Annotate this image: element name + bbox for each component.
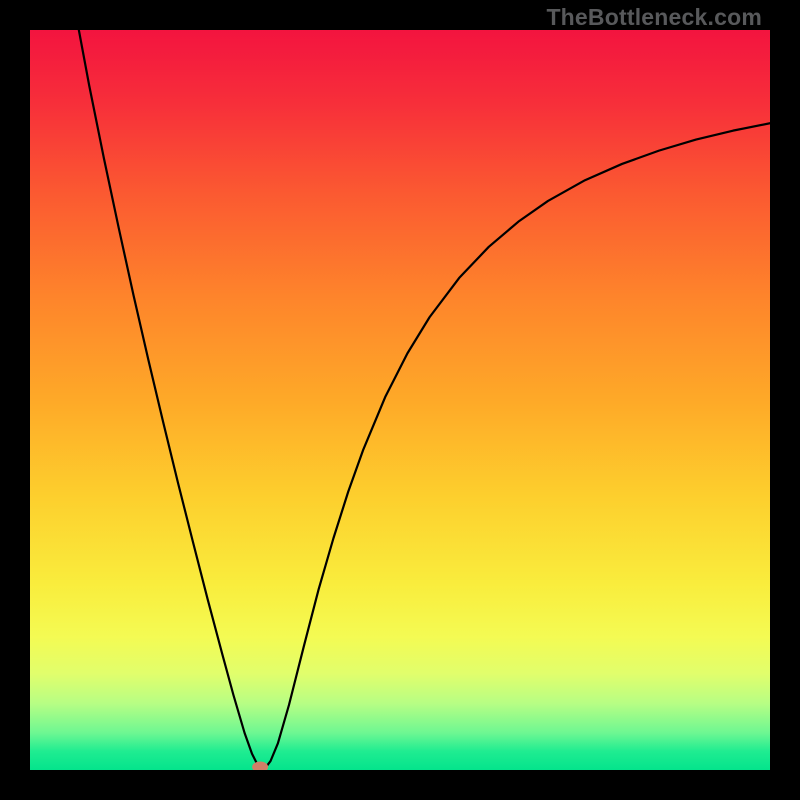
chart-outer-frame (0, 0, 800, 800)
watermark-text: TheBottleneck.com (546, 4, 762, 31)
chart-plot-area (30, 30, 770, 770)
chart-background (30, 30, 770, 770)
